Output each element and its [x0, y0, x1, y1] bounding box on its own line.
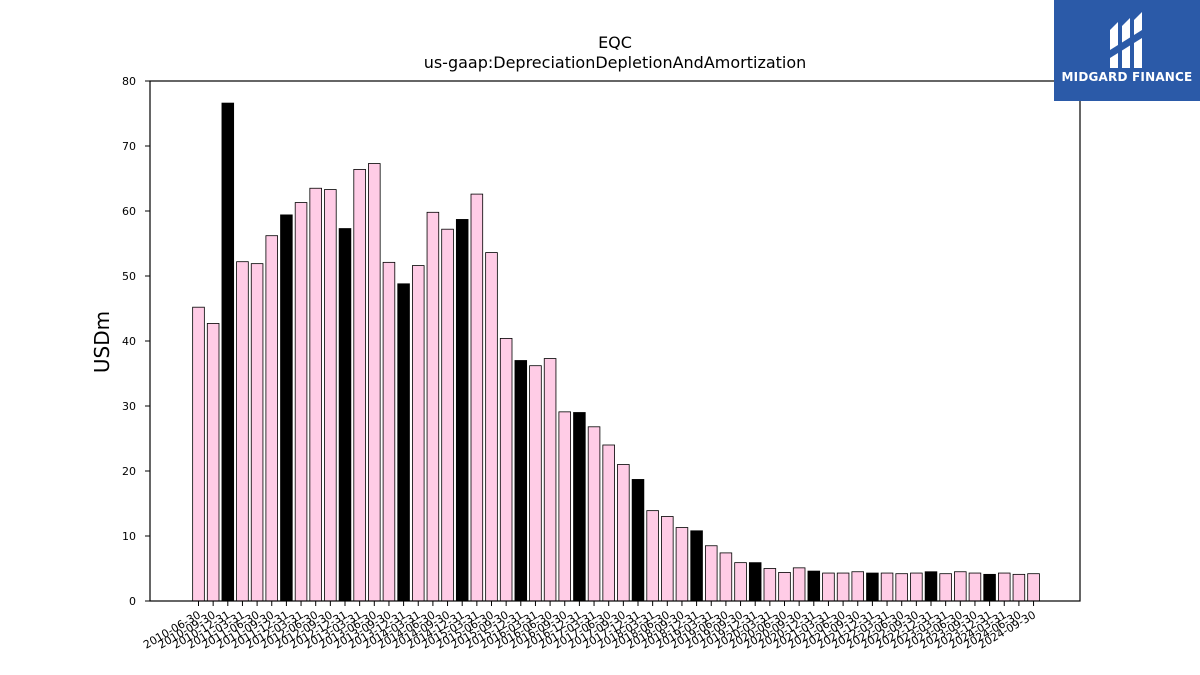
- bar-2022-12-31: [924, 571, 938, 602]
- y-tick-label: 20: [122, 465, 136, 478]
- bar-2024-06-30: [1012, 573, 1026, 602]
- bar-2018-09-30: [675, 527, 689, 602]
- bar-2020-09-30: [792, 567, 806, 602]
- bar-2018-06-30: [661, 516, 674, 602]
- y-tick-label: 70: [122, 140, 136, 153]
- bar-2010-06-30: [192, 306, 205, 602]
- bar-2011-12-31: [280, 214, 293, 602]
- bar-2017-12-31: [631, 479, 645, 602]
- y-tick-label: 40: [122, 335, 136, 348]
- bar-2016-12-31: [573, 412, 586, 602]
- y-tick-label: 0: [129, 595, 136, 608]
- y-tick-label: 30: [122, 400, 136, 413]
- bar-2021-06-30: [836, 572, 850, 602]
- bar-2022-06-30: [895, 573, 908, 602]
- plot-frame: [149, 80, 1081, 602]
- bar-2023-06-30: [954, 571, 967, 602]
- chart-subtitle: us-gaap:DepreciationDepletionAndAmortiza…: [424, 53, 807, 72]
- bar-2017-03-31: [587, 426, 601, 602]
- bar-2012-12-31: [338, 228, 352, 602]
- bar-2024-09-30: [1027, 573, 1040, 602]
- bar-2015-06-30: [485, 252, 498, 602]
- bar-2014-09-30: [441, 228, 454, 602]
- logo-text: MIDGARD FINANCE: [1061, 70, 1193, 84]
- bar-2013-03-31: [353, 168, 366, 602]
- bar-2017-06-30: [602, 444, 615, 602]
- logo-mark-icon: [1110, 12, 1142, 68]
- y-tick-label: 60: [122, 205, 136, 218]
- bar-2021-03-31: [822, 572, 835, 602]
- y-axis-label: USDm: [90, 311, 114, 373]
- bar-2012-03-31: [294, 202, 308, 602]
- bar-2020-12-31: [807, 570, 821, 602]
- bar-2014-06-30: [426, 211, 440, 602]
- bar-2013-09-30: [382, 261, 396, 602]
- bar-2019-09-30: [734, 562, 747, 602]
- bar-2010-09-30: [206, 323, 220, 602]
- bar-2023-03-31: [939, 573, 952, 602]
- bar-2015-09-30: [499, 337, 513, 602]
- bars-group: [192, 102, 1040, 602]
- bar-2018-03-31: [646, 510, 659, 602]
- y-tick-label: 50: [122, 270, 136, 283]
- bar-2021-09-30: [851, 571, 865, 602]
- bar-2020-03-31: [763, 568, 777, 602]
- bar-2021-12-31: [866, 572, 879, 602]
- bar-2020-06-30: [778, 572, 791, 602]
- bar-2023-12-31: [983, 573, 996, 602]
- bar-2022-09-30: [910, 572, 923, 602]
- bar-2019-03-31: [705, 545, 718, 602]
- bar-2013-06-30: [368, 163, 381, 602]
- y-axis: 0 10 20 30 40 50 60 70 80: [122, 75, 150, 608]
- bar-2011-09-30: [265, 235, 278, 602]
- brand-logo: MIDGARD FINANCE: [1054, 0, 1200, 101]
- bar-2016-09-30: [558, 411, 572, 602]
- y-tick-label: 10: [122, 530, 136, 543]
- bar-2010-12-31: [221, 102, 235, 602]
- chart-title: EQC: [598, 33, 632, 52]
- bar-2019-06-30: [719, 552, 733, 602]
- bar-2015-03-31: [470, 193, 484, 602]
- bar-2016-03-31: [529, 365, 542, 602]
- bar-2013-12-31: [397, 283, 410, 602]
- bar-2015-12-31: [514, 360, 528, 602]
- bar-2016-06-30: [543, 358, 557, 602]
- bar-2024-03-31: [998, 572, 1011, 602]
- bar-2014-12-31: [455, 219, 469, 602]
- bar-2018-12-31: [690, 530, 703, 602]
- bar-2012-09-30: [324, 189, 337, 602]
- y-tick-label: 80: [122, 75, 136, 88]
- bar-2014-03-31: [411, 265, 425, 602]
- bar-2011-03-31: [236, 261, 249, 602]
- x-axis: 2010-06-302010-09-302010-12-312011-03-31…: [141, 601, 1038, 652]
- bar-2022-03-31: [880, 572, 894, 602]
- bar-2023-09-30: [968, 572, 982, 602]
- bar-2019-12-31: [748, 562, 762, 602]
- bar-2012-06-30: [309, 187, 322, 602]
- bar-2011-06-30: [250, 263, 264, 602]
- bar-2017-09-30: [617, 464, 630, 602]
